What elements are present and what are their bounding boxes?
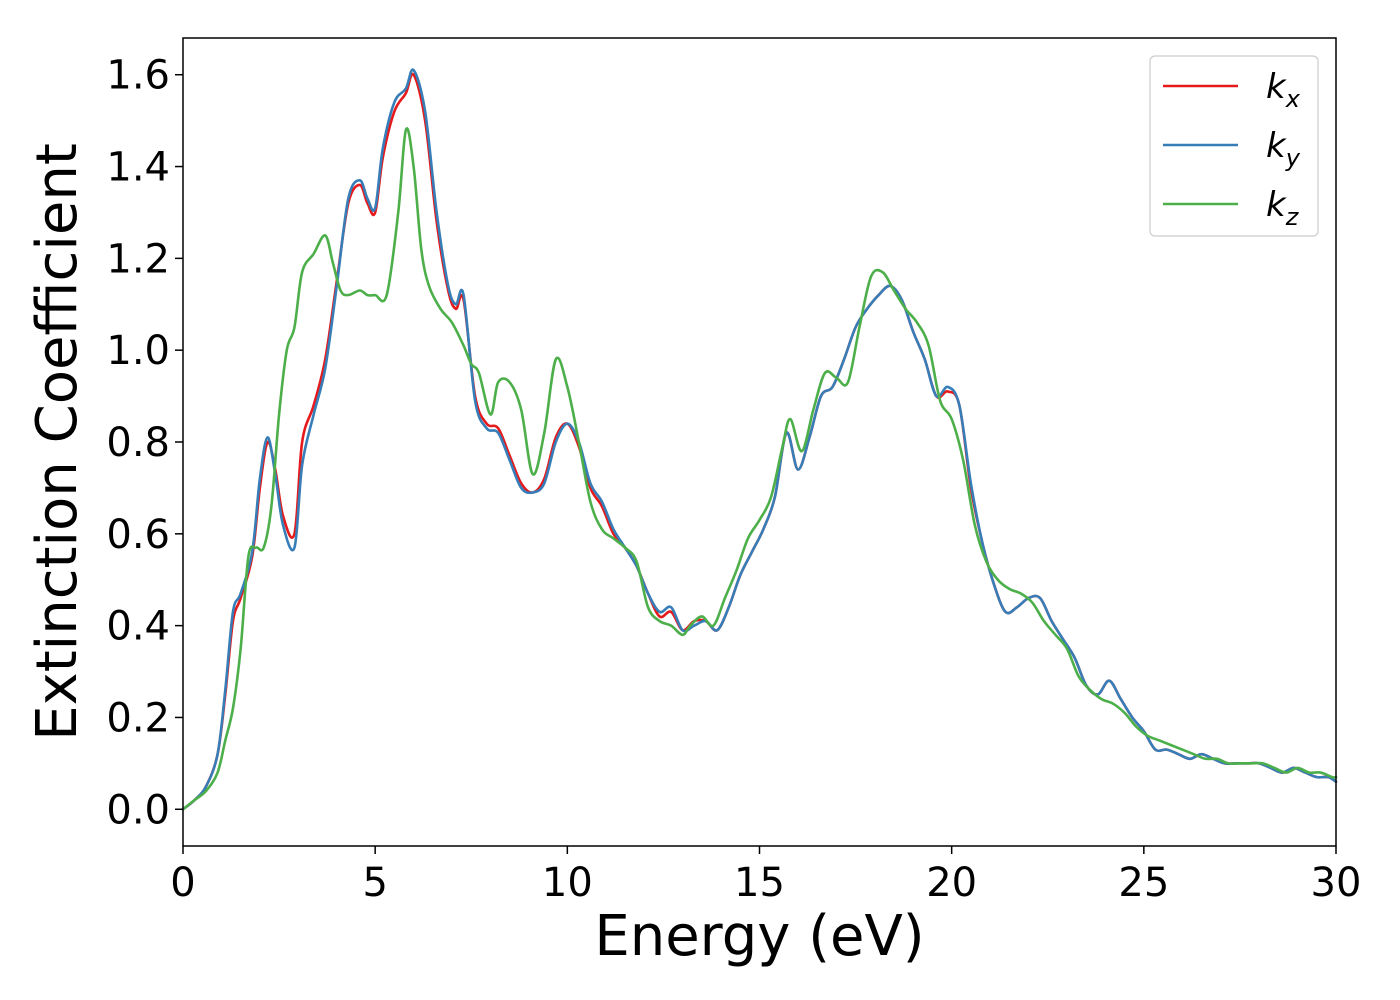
x-tick-label: 25 bbox=[1118, 860, 1169, 906]
x-tick-label: 30 bbox=[1311, 860, 1362, 906]
x-axis-label: Energy (eV) bbox=[594, 904, 924, 969]
legend-label-kx: kx bbox=[1266, 67, 1301, 113]
y-axis-label: Extinction Coefficient bbox=[25, 143, 90, 741]
y-tick-label: 0.6 bbox=[106, 512, 170, 558]
plot-lines bbox=[181, 68, 1338, 811]
y-tick-label: 1.6 bbox=[106, 53, 170, 99]
y-tick-label: 0.4 bbox=[106, 604, 170, 650]
y-tick-label: 1.0 bbox=[106, 328, 170, 374]
series-line-kz bbox=[181, 127, 1338, 811]
x-tick-label: 15 bbox=[734, 860, 785, 906]
y-tick-label: 0.2 bbox=[106, 695, 170, 741]
y-tick-label: 1.2 bbox=[106, 236, 170, 282]
y-tick-label: 1.4 bbox=[106, 145, 170, 191]
legend: kx ky kz bbox=[1149, 55, 1319, 237]
x-tick-label: 20 bbox=[926, 860, 977, 906]
legend-label-ky: ky bbox=[1266, 126, 1301, 172]
y-tick-label: 0.0 bbox=[106, 787, 170, 833]
x-tick-label: 0 bbox=[170, 860, 195, 906]
x-tick-label: 10 bbox=[542, 860, 593, 906]
series-line-ky bbox=[181, 68, 1338, 811]
y-tick-label: 0.8 bbox=[106, 420, 170, 466]
legend-label-kz: kz bbox=[1266, 185, 1300, 231]
x-tick-label: 5 bbox=[362, 860, 387, 906]
y-axis-ticks: 0.0 0.2 0.4 0.6 0.8 1.0 1.2 1.4 1.6 bbox=[106, 53, 183, 833]
x-axis-ticks: 0 5 10 15 20 25 30 bbox=[170, 846, 1361, 906]
